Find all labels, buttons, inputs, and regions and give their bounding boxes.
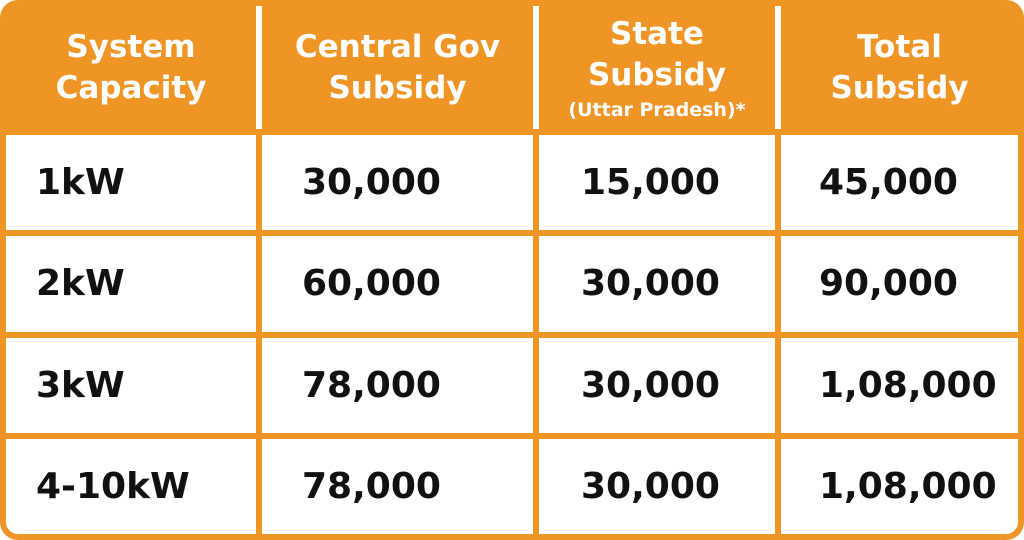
cell-central-subsidy: 30,000 bbox=[256, 129, 533, 231]
cell-capacity: 2kW bbox=[6, 230, 256, 332]
cell-central-subsidy: 78,000 bbox=[256, 331, 533, 433]
table-body: 1kW 30,000 15,000 45,000 2kW 60,000 30,0… bbox=[6, 129, 1018, 534]
header-system-capacity: System Capacity bbox=[6, 6, 256, 129]
header-row: System Capacity Central Gov Subsidy Stat… bbox=[6, 6, 1018, 129]
cell-total-subsidy: 1,08,000 bbox=[775, 432, 1018, 534]
cell-total-subsidy: 45,000 bbox=[775, 129, 1018, 231]
table-row: 4-10kW 78,000 30,000 1,08,000 bbox=[6, 432, 1018, 534]
cell-state-subsidy: 30,000 bbox=[533, 331, 775, 433]
cell-capacity: 3kW bbox=[6, 331, 256, 433]
header-text-line: Total bbox=[857, 28, 942, 65]
header-text-line: Central Gov bbox=[294, 28, 501, 65]
cell-state-subsidy: 30,000 bbox=[533, 432, 775, 534]
table-row: 3kW 78,000 30,000 1,08,000 bbox=[6, 331, 1018, 433]
cell-central-subsidy: 60,000 bbox=[256, 230, 533, 332]
table-row: 2kW 60,000 30,000 90,000 bbox=[6, 230, 1018, 332]
cell-capacity: 4-10kW bbox=[6, 432, 256, 534]
header-state-note: (Uttar Pradesh)* bbox=[568, 98, 746, 121]
table-row: 1kW 30,000 15,000 45,000 bbox=[6, 129, 1018, 231]
table-header: System Capacity Central Gov Subsidy Stat… bbox=[6, 6, 1018, 129]
header-text-line: System bbox=[66, 28, 196, 65]
header-state-subsidy: State Subsidy (Uttar Pradesh)* bbox=[533, 6, 775, 129]
cell-total-subsidy: 1,08,000 bbox=[775, 331, 1018, 433]
header-central-gov-subsidy: Central Gov Subsidy bbox=[256, 6, 533, 129]
cell-central-subsidy: 78,000 bbox=[256, 432, 533, 534]
header-text-line: Capacity bbox=[55, 69, 207, 106]
cell-total-subsidy: 90,000 bbox=[775, 230, 1018, 332]
header-text-line: Subsidy bbox=[587, 56, 727, 93]
subsidy-table: System Capacity Central Gov Subsidy Stat… bbox=[6, 6, 1018, 534]
header-text-line: State bbox=[610, 15, 704, 52]
header-text-line: Subsidy bbox=[328, 69, 467, 106]
cell-state-subsidy: 15,000 bbox=[533, 129, 775, 231]
header-text-line: Subsidy bbox=[830, 69, 969, 106]
cell-state-subsidy: 30,000 bbox=[533, 230, 775, 332]
header-total-subsidy: Total Subsidy bbox=[775, 6, 1018, 129]
cell-capacity: 1kW bbox=[6, 129, 256, 231]
